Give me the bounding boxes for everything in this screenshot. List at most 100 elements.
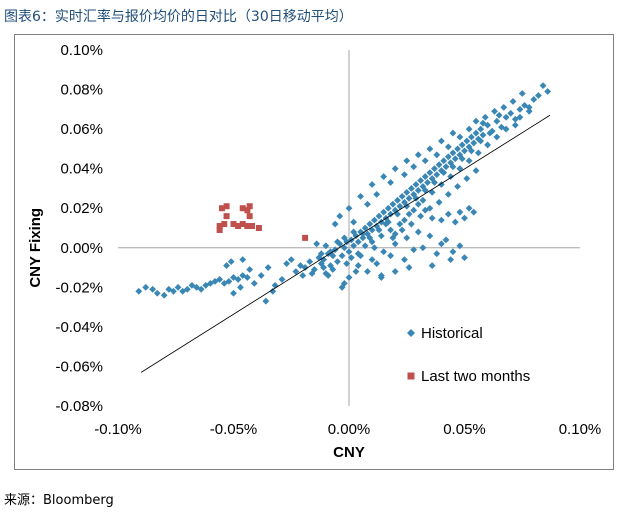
- historical-point: [250, 279, 258, 287]
- historical-point: [440, 157, 448, 165]
- historical-point: [237, 283, 244, 291]
- historical-point: [394, 196, 401, 204]
- historical-point: [334, 258, 341, 266]
- historical-point: [458, 141, 466, 149]
- historical-point: [354, 250, 362, 258]
- historical-point: [368, 226, 376, 234]
- historical-point: [426, 169, 434, 177]
- historical-point: [412, 194, 420, 202]
- historical-point: [401, 198, 408, 206]
- historical-point: [375, 212, 383, 220]
- historical-point: [243, 274, 251, 281]
- historical-point: [331, 220, 339, 228]
- historical-point: [350, 218, 358, 226]
- historical-point: [470, 208, 478, 216]
- historical-point: [322, 242, 330, 250]
- historical-point: [317, 250, 325, 258]
- historical-point: [479, 119, 487, 127]
- historical-point: [361, 224, 369, 232]
- historical-point: [384, 204, 392, 212]
- y-tick-label: -0.04%: [55, 319, 103, 336]
- historical-point: [345, 248, 353, 256]
- historical-point: [440, 169, 448, 177]
- historical-point: [327, 248, 334, 256]
- historical-point: [428, 214, 436, 222]
- historical-point: [433, 171, 441, 178]
- historical-point: [371, 244, 378, 252]
- historical-point: [414, 151, 422, 159]
- legend-last-two-months-label: Last two months: [421, 368, 530, 385]
- historical-point: [530, 96, 538, 103]
- historical-point: [468, 147, 475, 155]
- x-tick-label: -0.10%: [94, 421, 142, 438]
- x-tick-label: 0.00%: [328, 421, 371, 438]
- historical-point: [368, 256, 376, 264]
- historical-point: [352, 232, 360, 240]
- historical-point: [278, 276, 286, 283]
- historical-point: [442, 163, 450, 171]
- historical-point: [444, 210, 452, 218]
- historical-point: [239, 272, 247, 279]
- historical-point: [507, 109, 515, 117]
- figure-title: 图表6：实时汇率与报价均价的日对比（30日移动平均）: [4, 9, 353, 25]
- historical-point: [421, 173, 429, 180]
- historical-point: [391, 240, 399, 248]
- historical-point: [461, 214, 468, 222]
- historical-point: [391, 165, 399, 173]
- historical-point: [366, 234, 374, 242]
- historical-point: [442, 236, 450, 244]
- historical-point: [486, 129, 494, 137]
- historical-point: [387, 210, 394, 218]
- last-two-months-point: [239, 221, 246, 228]
- historical-point: [426, 232, 434, 240]
- x-axis-label: CNY: [333, 444, 365, 461]
- historical-point: [447, 256, 455, 264]
- historical-point: [347, 254, 355, 262]
- historical-point: [338, 252, 346, 260]
- historical-point: [435, 198, 443, 206]
- historical-point: [380, 208, 388, 216]
- historical-point: [401, 256, 408, 264]
- historical-point: [283, 260, 291, 267]
- historical-point: [257, 272, 265, 279]
- historical-point: [359, 234, 367, 242]
- historical-point: [502, 125, 510, 133]
- historical-point: [444, 143, 452, 151]
- historical-point: [438, 240, 445, 248]
- historical-point: [431, 165, 438, 173]
- historical-point: [470, 139, 478, 147]
- historical-point: [301, 264, 309, 271]
- historical-point: [239, 256, 247, 264]
- x-tick-label: 0.05%: [443, 421, 486, 438]
- historical-point: [174, 283, 182, 291]
- last-two-months-point: [248, 223, 255, 230]
- legend-last-two-months-marker: [407, 372, 415, 380]
- historical-point: [320, 264, 327, 271]
- historical-point: [350, 242, 358, 250]
- historical-point: [366, 220, 374, 228]
- historical-point: [468, 133, 475, 141]
- historical-point: [398, 192, 406, 200]
- historical-point: [433, 151, 441, 159]
- y-tick-label: 0.00%: [60, 240, 103, 257]
- historical-point: [465, 157, 473, 165]
- historical-point: [456, 208, 464, 216]
- historical-point: [354, 238, 362, 246]
- historical-point: [539, 82, 547, 89]
- historical-point: [516, 113, 524, 121]
- historical-point: [373, 260, 381, 267]
- historical-point: [414, 200, 422, 208]
- y-tick-label: 0.02%: [60, 200, 103, 217]
- historical-point: [142, 283, 150, 291]
- historical-point: [368, 181, 376, 188]
- historical-point: [389, 234, 397, 242]
- historical-point: [262, 297, 270, 305]
- historical-point: [438, 137, 445, 145]
- historical-point: [334, 238, 341, 246]
- historical-point: [451, 218, 459, 226]
- historical-point: [491, 107, 498, 115]
- historical-point: [433, 250, 441, 258]
- historical-point: [516, 105, 524, 113]
- last-two-months-point: [218, 205, 225, 212]
